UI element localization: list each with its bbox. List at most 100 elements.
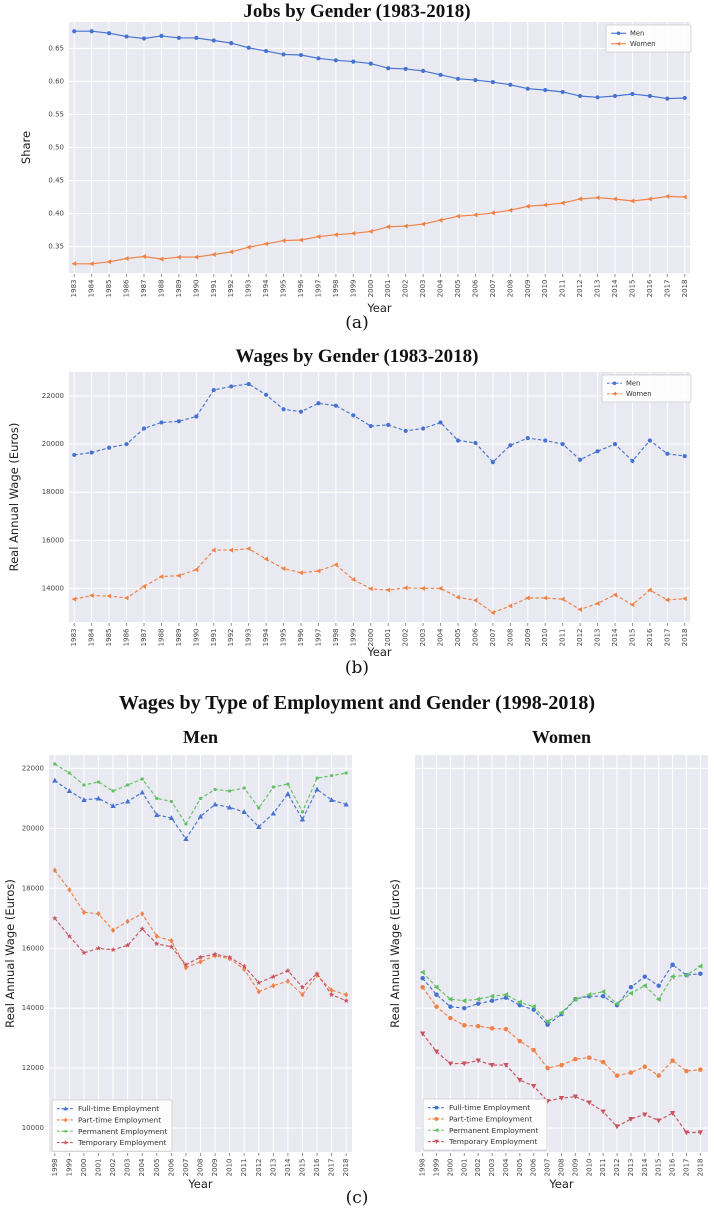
- svg-text:0.60: 0.60: [48, 77, 64, 85]
- svg-text:16000: 16000: [22, 944, 44, 952]
- svg-text:2001: 2001: [384, 280, 392, 298]
- series-temporary-employment: [52, 915, 349, 1003]
- svg-text:2012: 2012: [255, 1159, 263, 1177]
- svg-text:1985: 1985: [105, 280, 113, 298]
- svg-text:2010: 2010: [226, 1159, 234, 1177]
- gridlines: [69, 22, 690, 273]
- svg-text:2004: 2004: [437, 279, 445, 297]
- svg-text:2003: 2003: [124, 1159, 132, 1177]
- svg-text:20000: 20000: [42, 440, 64, 448]
- svg-text:2012: 2012: [576, 280, 584, 298]
- svg-text:2003: 2003: [419, 280, 427, 298]
- series-men: [72, 29, 687, 101]
- svg-text:2013: 2013: [594, 629, 602, 647]
- svg-text:2013: 2013: [594, 280, 602, 298]
- series-permanent-employment: [419, 963, 703, 1025]
- svg-text:14000: 14000: [22, 1004, 44, 1012]
- svg-text:2000: 2000: [367, 629, 375, 647]
- svg-text:Permanent Employment: Permanent Employment: [449, 1126, 538, 1135]
- svg-text:14000: 14000: [42, 584, 64, 592]
- legend: Men Women: [605, 24, 692, 53]
- svg-text:2005: 2005: [454, 629, 462, 647]
- svg-text:2017: 2017: [663, 280, 671, 298]
- svg-text:2006: 2006: [471, 628, 479, 646]
- caption-a: (a): [345, 313, 369, 333]
- svg-text:1998: 1998: [332, 629, 340, 647]
- svg-text:1995: 1995: [280, 629, 288, 647]
- svg-text:2018: 2018: [696, 1159, 704, 1177]
- svg-text:1988: 1988: [157, 280, 165, 298]
- svg-text:2004: 2004: [502, 1158, 510, 1176]
- svg-text:2007: 2007: [544, 1159, 552, 1177]
- chart-c-men-title: Men: [183, 727, 218, 747]
- svg-text:Full-time Employment: Full-time Employment: [449, 1103, 530, 1112]
- svg-text:2004: 2004: [138, 1158, 146, 1176]
- svg-text:1993: 1993: [245, 280, 253, 298]
- series-line: [74, 30, 685, 100]
- chart-jobs-by-gender: 0.35 0.40 0.45 0.50 0.55 0.60 0.65 1983 1984 1985…: [19, 22, 692, 315]
- svg-text:1991: 1991: [210, 629, 218, 647]
- svg-text:2010: 2010: [541, 629, 549, 647]
- series-line: [422, 963, 701, 1026]
- svg-text:2014: 2014: [611, 628, 619, 646]
- svg-text:16000: 16000: [42, 536, 64, 544]
- axis-ticks: 1998 1999 2000 2001 2002 2003 2004 2005 2006 2007…: [419, 1153, 704, 1177]
- svg-text:2010: 2010: [585, 1159, 593, 1177]
- svg-text:2006: 2006: [530, 1158, 538, 1176]
- svg-text:2005: 2005: [153, 1159, 161, 1177]
- svg-text:0.35: 0.35: [48, 243, 64, 251]
- svg-text:10000: 10000: [22, 1124, 44, 1132]
- svg-text:1994: 1994: [262, 279, 270, 297]
- svg-text:2012: 2012: [576, 629, 584, 647]
- svg-text:2002: 2002: [474, 1159, 482, 1177]
- svg-text:0.40: 0.40: [48, 210, 64, 218]
- svg-text:2006: 2006: [471, 279, 479, 297]
- chart-a-title: Jobs by Gender (1983-2018): [243, 1, 471, 22]
- svg-text:1988: 1988: [157, 629, 165, 647]
- svg-text:22000: 22000: [22, 764, 44, 772]
- svg-text:1990: 1990: [192, 280, 200, 298]
- svg-text:2002: 2002: [402, 629, 410, 647]
- series-part-time-employment: [420, 984, 703, 1078]
- series-men: [72, 381, 687, 465]
- svg-text:2018: 2018: [681, 629, 689, 647]
- svg-text:1983: 1983: [70, 629, 78, 647]
- series-line: [54, 917, 347, 1002]
- svg-text:2008: 2008: [558, 1159, 566, 1177]
- svg-text:1995: 1995: [280, 280, 288, 298]
- x-axis-label: Year: [366, 301, 392, 315]
- svg-text:1984: 1984: [88, 628, 96, 646]
- svg-text:2000: 2000: [367, 280, 375, 298]
- series-women: [71, 546, 687, 616]
- svg-text:2009: 2009: [524, 280, 532, 298]
- svg-text:1999: 1999: [349, 629, 357, 647]
- svg-text:2017: 2017: [682, 1159, 690, 1177]
- svg-text:2009: 2009: [571, 1159, 579, 1177]
- svg-text:2011: 2011: [559, 280, 567, 298]
- svg-text:2001: 2001: [460, 1159, 468, 1177]
- x-axis-label: Year: [187, 1177, 213, 1191]
- svg-text:1998: 1998: [51, 1159, 59, 1177]
- svg-text:0.50: 0.50: [48, 144, 64, 152]
- svg-text:2008: 2008: [506, 629, 514, 647]
- svg-text:1986: 1986: [123, 279, 131, 297]
- svg-text:1987: 1987: [140, 280, 148, 298]
- svg-text:1990: 1990: [192, 629, 200, 647]
- svg-text:1999: 1999: [65, 1159, 73, 1177]
- chart-c-women-title: Women: [531, 727, 591, 747]
- x-axis-label: Year: [548, 1177, 574, 1191]
- svg-text:1989: 1989: [175, 280, 183, 298]
- svg-text:2017: 2017: [663, 629, 671, 647]
- chart-wages-by-gender: 14000 16000 18000 20000 22000 1983 1984 1985 198…: [7, 372, 692, 659]
- svg-text:1991: 1991: [210, 280, 218, 298]
- svg-text:1997: 1997: [314, 629, 322, 647]
- svg-text:2005: 2005: [454, 280, 462, 298]
- svg-text:2006: 2006: [167, 1158, 175, 1176]
- svg-text:2009: 2009: [524, 629, 532, 647]
- svg-text:1999: 1999: [433, 1159, 441, 1177]
- svg-text:1996: 1996: [297, 628, 305, 646]
- svg-text:2001: 2001: [384, 629, 392, 647]
- chart-b-title: Wages by Gender (1983-2018): [235, 346, 479, 367]
- svg-text:2003: 2003: [488, 1159, 496, 1177]
